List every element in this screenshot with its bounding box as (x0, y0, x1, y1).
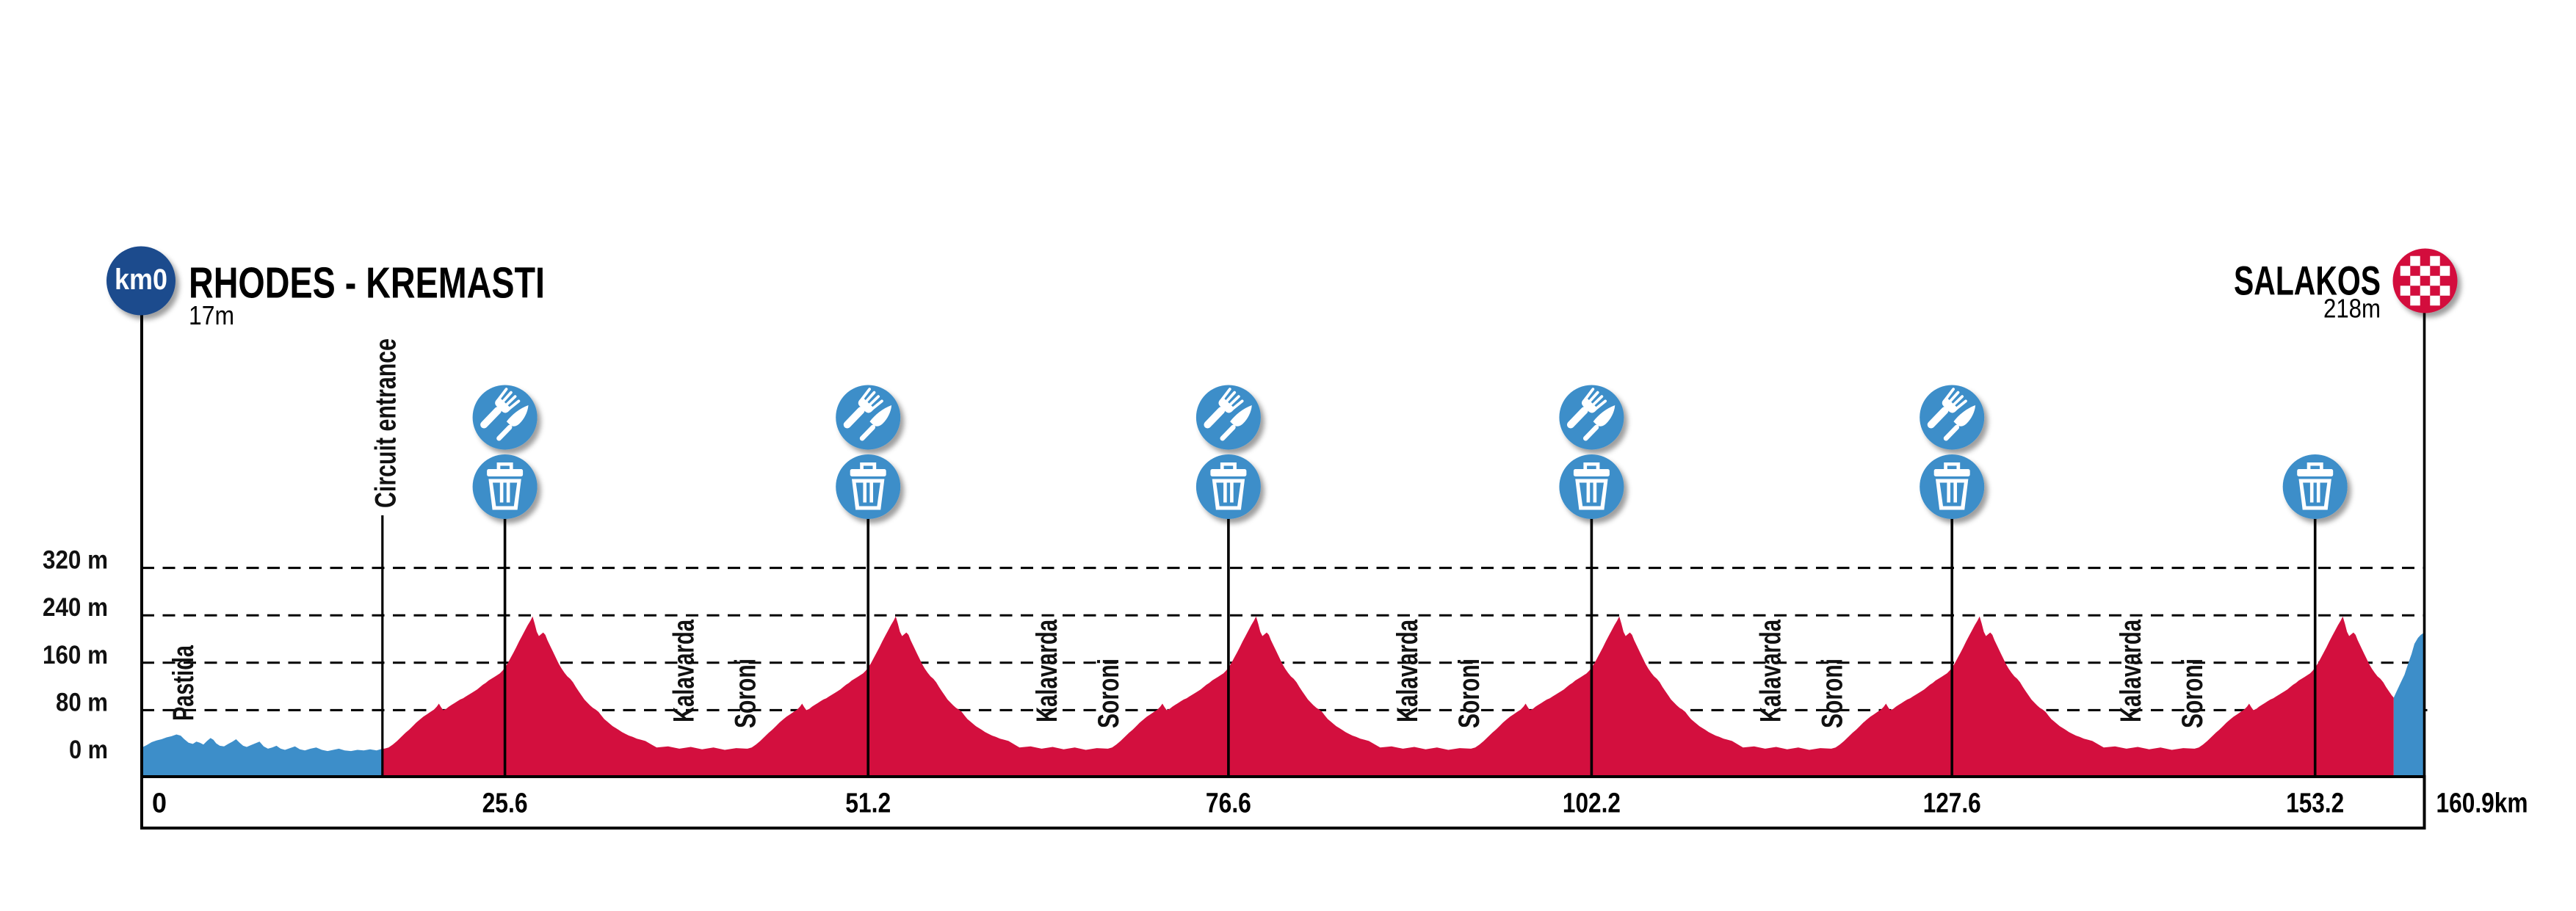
svg-text:160 m: 160 m (43, 641, 108, 669)
svg-text:25.6: 25.6 (482, 788, 528, 819)
svg-text:Kalavarda: Kalavarda (1031, 619, 1063, 722)
svg-text:Soroni: Soroni (1816, 658, 1848, 728)
svg-text:SALAKOS: SALAKOS (2234, 257, 2381, 303)
svg-text:Pastida: Pastida (167, 645, 200, 721)
svg-text:0 m: 0 m (69, 736, 108, 764)
svg-text:km0: km0 (115, 264, 167, 296)
svg-text:Kalavarda: Kalavarda (1754, 619, 1787, 722)
svg-text:320 m: 320 m (43, 546, 108, 575)
svg-text:Kalavarda: Kalavarda (1392, 619, 1424, 722)
svg-text:76.6: 76.6 (1206, 788, 1251, 819)
svg-text:240 m: 240 m (43, 593, 108, 622)
svg-text:127.6: 127.6 (1923, 788, 1981, 819)
svg-text:160.9km: 160.9km (2436, 788, 2528, 819)
svg-text:RHODES - KREMASTI: RHODES - KREMASTI (189, 259, 545, 308)
svg-text:80 m: 80 m (56, 688, 108, 716)
svg-text:Soroni: Soroni (1453, 658, 1486, 728)
svg-text:Circuit entrance: Circuit entrance (369, 338, 402, 508)
svg-text:102.2: 102.2 (1563, 788, 1621, 819)
svg-text:Soroni: Soroni (2177, 658, 2209, 728)
svg-text:Soroni: Soroni (730, 658, 762, 728)
svg-text:153.2: 153.2 (2286, 788, 2344, 819)
svg-text:218m: 218m (2323, 294, 2381, 324)
svg-text:51.2: 51.2 (845, 788, 891, 819)
svg-text:Kalavarda: Kalavarda (2115, 619, 2147, 722)
svg-text:17m: 17m (189, 300, 234, 330)
svg-text:Soroni: Soroni (1093, 658, 1125, 728)
svg-text:0: 0 (152, 788, 167, 819)
svg-text:Kalavarda: Kalavarda (668, 619, 701, 722)
